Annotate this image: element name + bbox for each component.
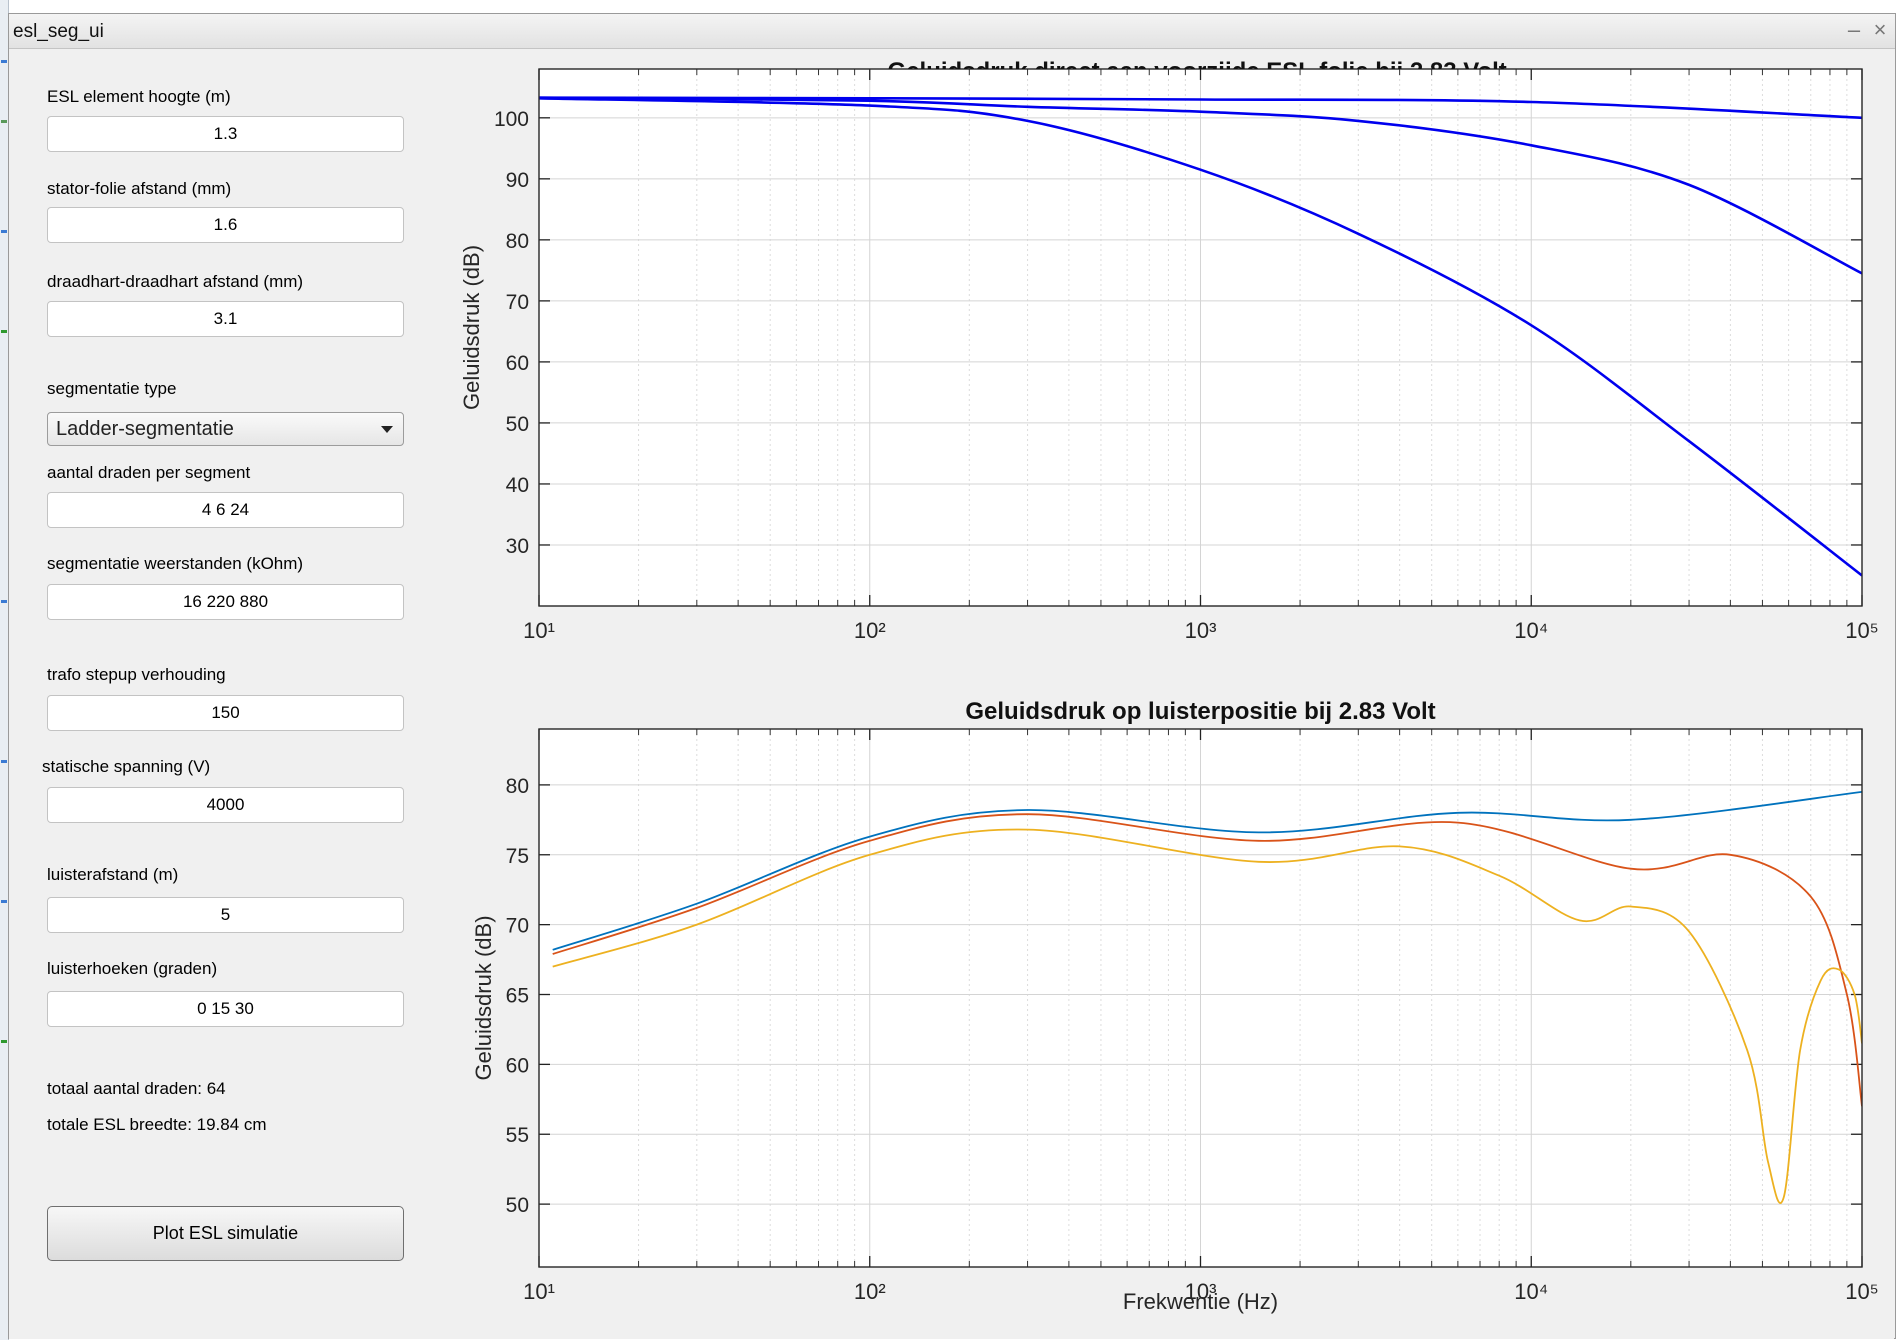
x-tick-label: 10²: [854, 618, 886, 643]
stator-foil-distance-field[interactable]: 1.6: [47, 207, 404, 243]
wire-pitch-label: draadhart-draadhart afstand (mm): [47, 272, 304, 291]
chart-title: Geluidsdruk direct aan voorzijde ESL fol…: [888, 58, 1514, 85]
segmentation-type-value: Ladder-segmentatie: [56, 418, 234, 440]
y-tick-label: 30: [506, 535, 529, 558]
y-tick-label: 90: [506, 169, 529, 192]
desktop-edge-mark: [1, 760, 7, 763]
segmentation-type-label: segmentatie type: [47, 379, 177, 398]
y-tick-label: 40: [506, 474, 529, 497]
x-tick-label: 10³: [1185, 1279, 1217, 1304]
y-tick-label: 70: [506, 291, 529, 314]
x-tick-label: 10³: [1185, 618, 1217, 643]
series-line-3: [552, 828, 1862, 1204]
x-tick-label: 10⁴: [1514, 1279, 1548, 1304]
listening-distance-label: luisterafstand (m): [47, 865, 179, 884]
listening-angles-field[interactable]: 0 15 30: [47, 991, 404, 1027]
y-tick-label: 60: [506, 1054, 529, 1077]
y-tick-label: 100: [494, 108, 529, 131]
x-tick-label: 10²: [854, 1279, 886, 1304]
wire-pitch-field[interactable]: 3.1: [47, 301, 404, 337]
wires-per-segment-label: aantal draden per segment: [47, 463, 251, 482]
total-width-text: totale ESL breedte: 19.84 cm: [47, 1115, 267, 1134]
chevron-down-icon: [381, 426, 393, 433]
desktop-edge-mark: [1, 900, 7, 903]
desktop-edge-mark: [1, 1040, 7, 1043]
y-tick-label: 80: [506, 230, 529, 253]
y-axis-label: Geluidsdruk (dB): [471, 915, 496, 1080]
listening-distance-field[interactable]: 5: [47, 897, 404, 933]
series-line-2: [552, 813, 1862, 1107]
series-line-3: [539, 97, 1862, 577]
element-height-label: ESL element hoogte (m): [47, 87, 231, 106]
chart-1: 10¹ 10² 10³ 10⁴ 10⁵ 30 40 50 60 70 80 90 100 Geluidsd…: [459, 58, 1879, 643]
segmentation-resistors-field[interactable]: 16 220 880: [47, 584, 404, 620]
charts-canvas: 10¹ 10² 10³ 10⁴ 10⁵ 30 40 50 60 70 80 90 100 Geluidsd…: [459, 58, 1879, 1314]
window-title: esl_seg_ui: [13, 21, 104, 42]
axes-frame: [538, 728, 1863, 1268]
plot-area: 10¹ 10² 10³ 10⁴ 10⁵ 30 40 50 60 70 80 90 100 Geluidsd…: [439, 49, 1894, 1339]
total-wires-text: totaal aantal draden: 64: [47, 1079, 226, 1098]
y-tick-label: 75: [506, 845, 529, 868]
series-line-1: [539, 96, 1862, 120]
series-line-1: [552, 791, 1862, 951]
settings-panel: ESL element hoogte (m) 1.3 stator-folie …: [9, 49, 439, 1339]
series-line-2: [539, 96, 1862, 275]
x-tick-label: 10⁵: [1845, 1279, 1879, 1304]
y-tick-label: 50: [506, 413, 529, 436]
minimize-icon[interactable]: –: [1847, 17, 1861, 42]
desktop-edge-mark: [1, 230, 7, 233]
y-tick-label: 65: [506, 985, 529, 1008]
app-window: esl_seg_ui – × ESL element hoogte (m) 1.…: [8, 13, 1896, 1339]
desktop-edge-mark: [1, 600, 7, 603]
static-voltage-label: statische spanning (V): [42, 757, 211, 776]
segmentation-resistors-label: segmentatie weerstanden (kOhm): [47, 554, 304, 573]
x-axis-label: Frekwentie (Hz): [1123, 1289, 1278, 1314]
plot-simulation-button[interactable]: Plot ESL simulatie: [47, 1206, 404, 1261]
y-tick-label: 70: [506, 915, 529, 938]
desktop-edge-mark: [1, 60, 7, 63]
stator-foil-distance-label: stator-folie afstand (mm): [47, 179, 232, 198]
x-tick-label: 10⁴: [1514, 618, 1548, 643]
title-bar: esl_seg_ui – ×: [9, 14, 1895, 49]
y-tick-label: 60: [506, 352, 529, 375]
y-tick-label: 80: [506, 775, 529, 798]
close-icon[interactable]: ×: [1873, 17, 1887, 42]
x-tick-label: 10⁵: [1845, 618, 1879, 643]
transformer-stepup-label: trafo stepup verhouding: [47, 665, 226, 684]
wires-per-segment-field[interactable]: 4 6 24: [47, 492, 404, 528]
listening-angles-label: luisterhoeken (graden): [47, 959, 218, 978]
desktop-edge-mark: [1, 120, 7, 123]
y-axis-label: Geluidsdruk (dB): [459, 245, 484, 410]
element-height-field[interactable]: 1.3: [47, 116, 404, 152]
chart-title: Geluidsdruk op luisterpositie bij 2.83 V…: [965, 698, 1435, 725]
chart-2: 10¹ 10² 10³ 10⁴ 10⁵ 50 55 60 65 70 75 80 Geluidsdruk…: [471, 698, 1879, 1314]
y-tick-label: 50: [506, 1194, 529, 1217]
x-tick-label: 10¹: [523, 1279, 555, 1304]
axes-frame: [538, 68, 1863, 607]
segmentation-type-dropdown[interactable]: Ladder-segmentatie: [47, 412, 404, 446]
static-voltage-field[interactable]: 4000: [47, 787, 404, 823]
transformer-stepup-field[interactable]: 150: [47, 695, 404, 731]
desktop-edge-mark: [1, 330, 7, 333]
y-tick-label: 55: [506, 1124, 529, 1147]
x-tick-label: 10¹: [523, 618, 555, 643]
